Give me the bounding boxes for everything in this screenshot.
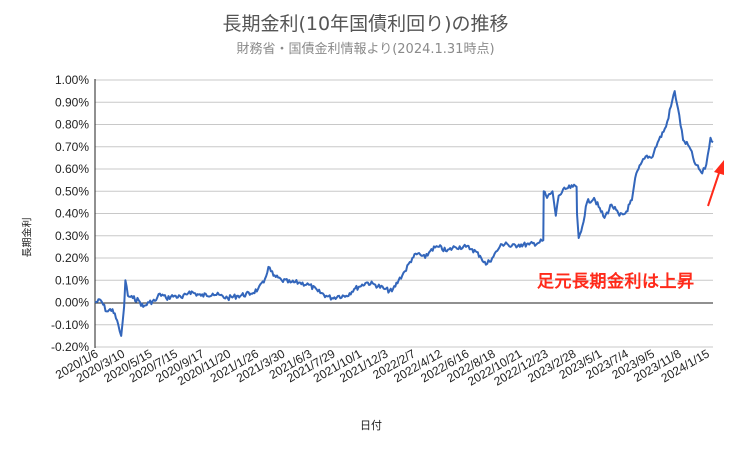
chart-subtitle: 財務省・国債金利情報より(2024.1.31時点) [236,42,495,57]
svg-text:0.90%: 0.90% [55,95,89,109]
svg-text:1.00%: 1.00% [55,73,89,87]
svg-text:0.50%: 0.50% [55,184,89,198]
svg-text:0.10%: 0.10% [55,273,89,287]
svg-text:0.20%: 0.20% [55,251,89,265]
svg-text:0.30%: 0.30% [55,229,89,243]
x-axis-ticks: 2020/1/62020/3/102020/5/152020/7/152020/… [53,346,712,388]
svg-text:0.80%: 0.80% [55,118,89,132]
svg-text:0.00%: 0.00% [55,296,89,310]
svg-text:0.70%: 0.70% [55,140,89,154]
y-axis-ticks: 1.00% 0.90% 0.80% 0.70% 0.60% 0.50% 0.40% 0.30%… [51,73,89,354]
svg-text:0.40%: 0.40% [55,207,89,221]
annotation-text: 足元長期金利は上昇 [537,272,695,292]
svg-text:-0.10%: -0.10% [51,318,89,332]
svg-text:-0.20%: -0.20% [51,340,89,354]
yield-series-line [94,90,714,337]
chart-title: 長期金利(10年国債利回り)の推移 [222,13,509,35]
x-axis-label: 日付 [360,419,382,432]
gridlines [95,79,713,348]
svg-text:0.60%: 0.60% [55,162,89,176]
trend-arrow-icon [707,160,724,207]
